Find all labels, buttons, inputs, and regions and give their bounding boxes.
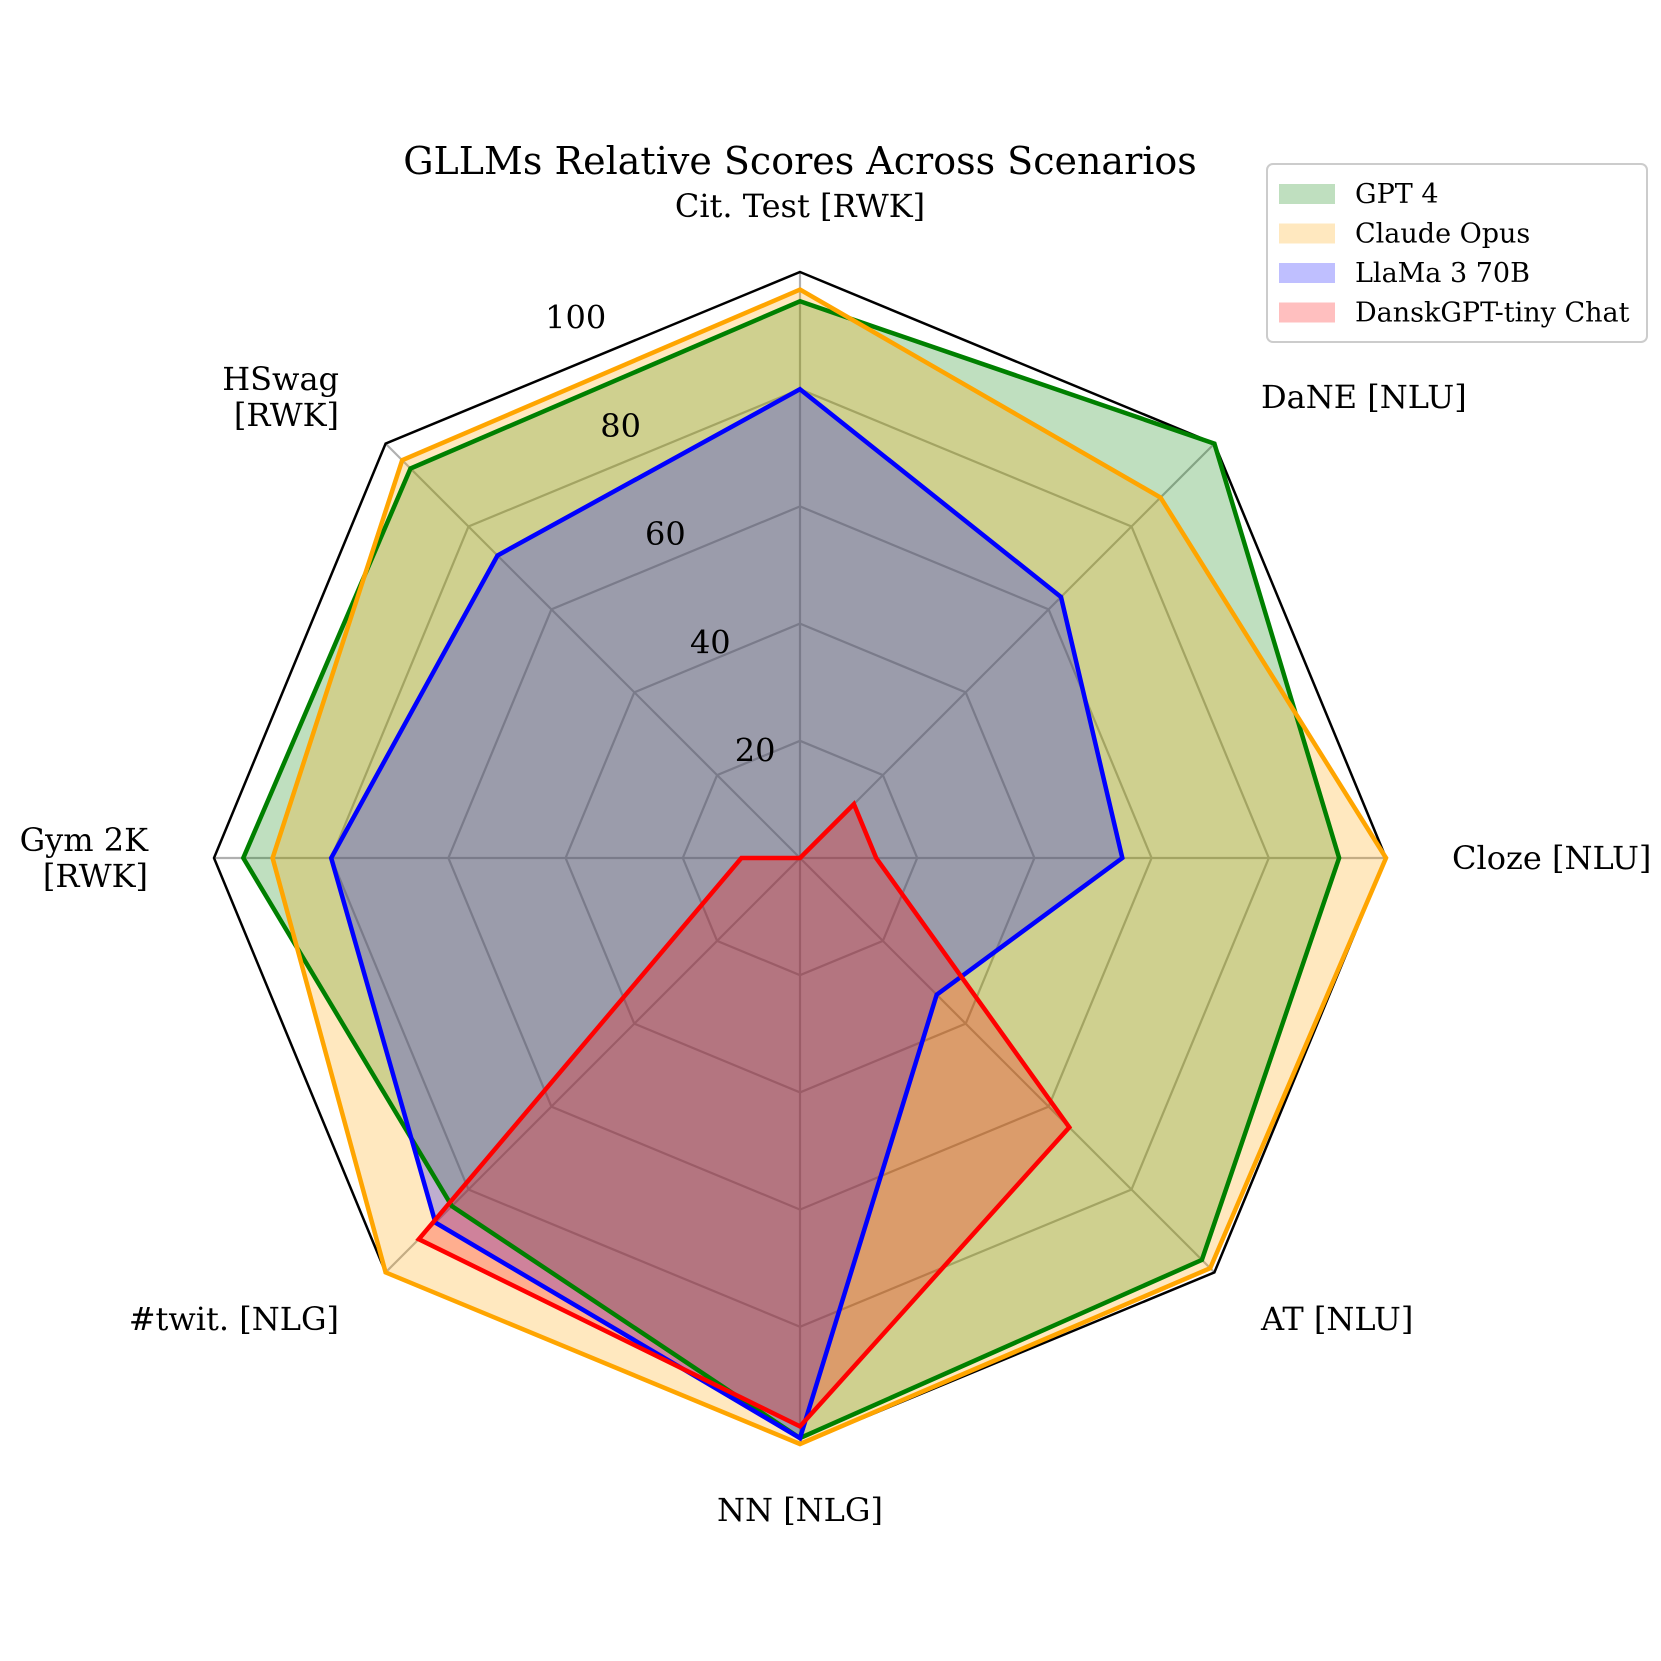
legend-label: LlaMa 3 70B [1355,258,1530,289]
axis-label: #twit. [NLG] [129,1300,339,1338]
series-line-danskgpt-tiny-chat [415,800,1073,1430]
series-area-danskgpt-tiny-chat [418,804,1070,1427]
series-area-claude-opus [272,289,1387,1445]
grid-spoke [799,857,1216,1274]
grid-spoke [799,442,1216,859]
radial-tick-label: 100 [545,299,606,337]
grid-spoke [384,857,801,1274]
legend-label: Claude Opus [1355,219,1530,250]
legend-swatch [1279,223,1335,244]
series-area-llama-3-70b [331,389,1123,1439]
legend-swatch [1279,302,1335,323]
axis-label: AT [NLU] [1260,1300,1413,1338]
radial-tick-label: 20 [735,732,776,770]
axis-label: HSwag [RWK] [222,360,339,434]
axis-label: NN [NLG] [717,1491,883,1529]
radial-tick-label: 80 [600,407,641,445]
series-line-claude-opus [270,287,1389,1447]
series-area-gpt-4 [243,301,1340,1439]
series-lines [240,287,1389,1447]
legend-label: DanskGPT-tiny Chat [1355,298,1630,329]
legend-label: GPT 4 [1355,179,1439,210]
grid-spoke [384,442,801,859]
axis-label: Cit. Test [RWK] [675,187,925,225]
radial-tick-label: 60 [645,515,686,553]
legend-swatch [1279,184,1335,204]
series-fills [243,289,1387,1445]
axis-label: Cloze [NLU] [1452,839,1651,877]
axis-labels: Cit. Test [RWK] DaNE [NLU] Cloze [NLU] AT [… [20,187,1652,1529]
axis-label: DaNE [NLU] [1261,378,1467,416]
legend-swatch [1279,263,1335,283]
radial-tick-label: 40 [690,623,731,661]
legend: GPT 4 Claude Opus LlaMa 3 70B DanskGPT-tiny… [1266,163,1648,343]
series-line-llama-3-70b [328,386,1125,1442]
radial-tick-labels: 20 40 60 80 100 [545,299,775,770]
legend-box [1266,163,1648,343]
axis-label: Gym 2K [RWK] [20,821,150,895]
chart-title: GLLMs Relative Scores Across Scenarios [403,139,1197,183]
